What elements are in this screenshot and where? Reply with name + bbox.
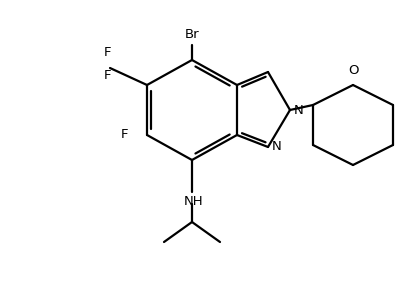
Text: N: N [272, 140, 282, 153]
Text: Br: Br [185, 28, 199, 41]
Text: F: F [103, 46, 111, 59]
Text: O: O [348, 64, 358, 77]
Text: N: N [294, 104, 304, 117]
Text: NH: NH [184, 195, 204, 208]
Text: F: F [120, 128, 128, 142]
Text: F: F [103, 69, 111, 82]
